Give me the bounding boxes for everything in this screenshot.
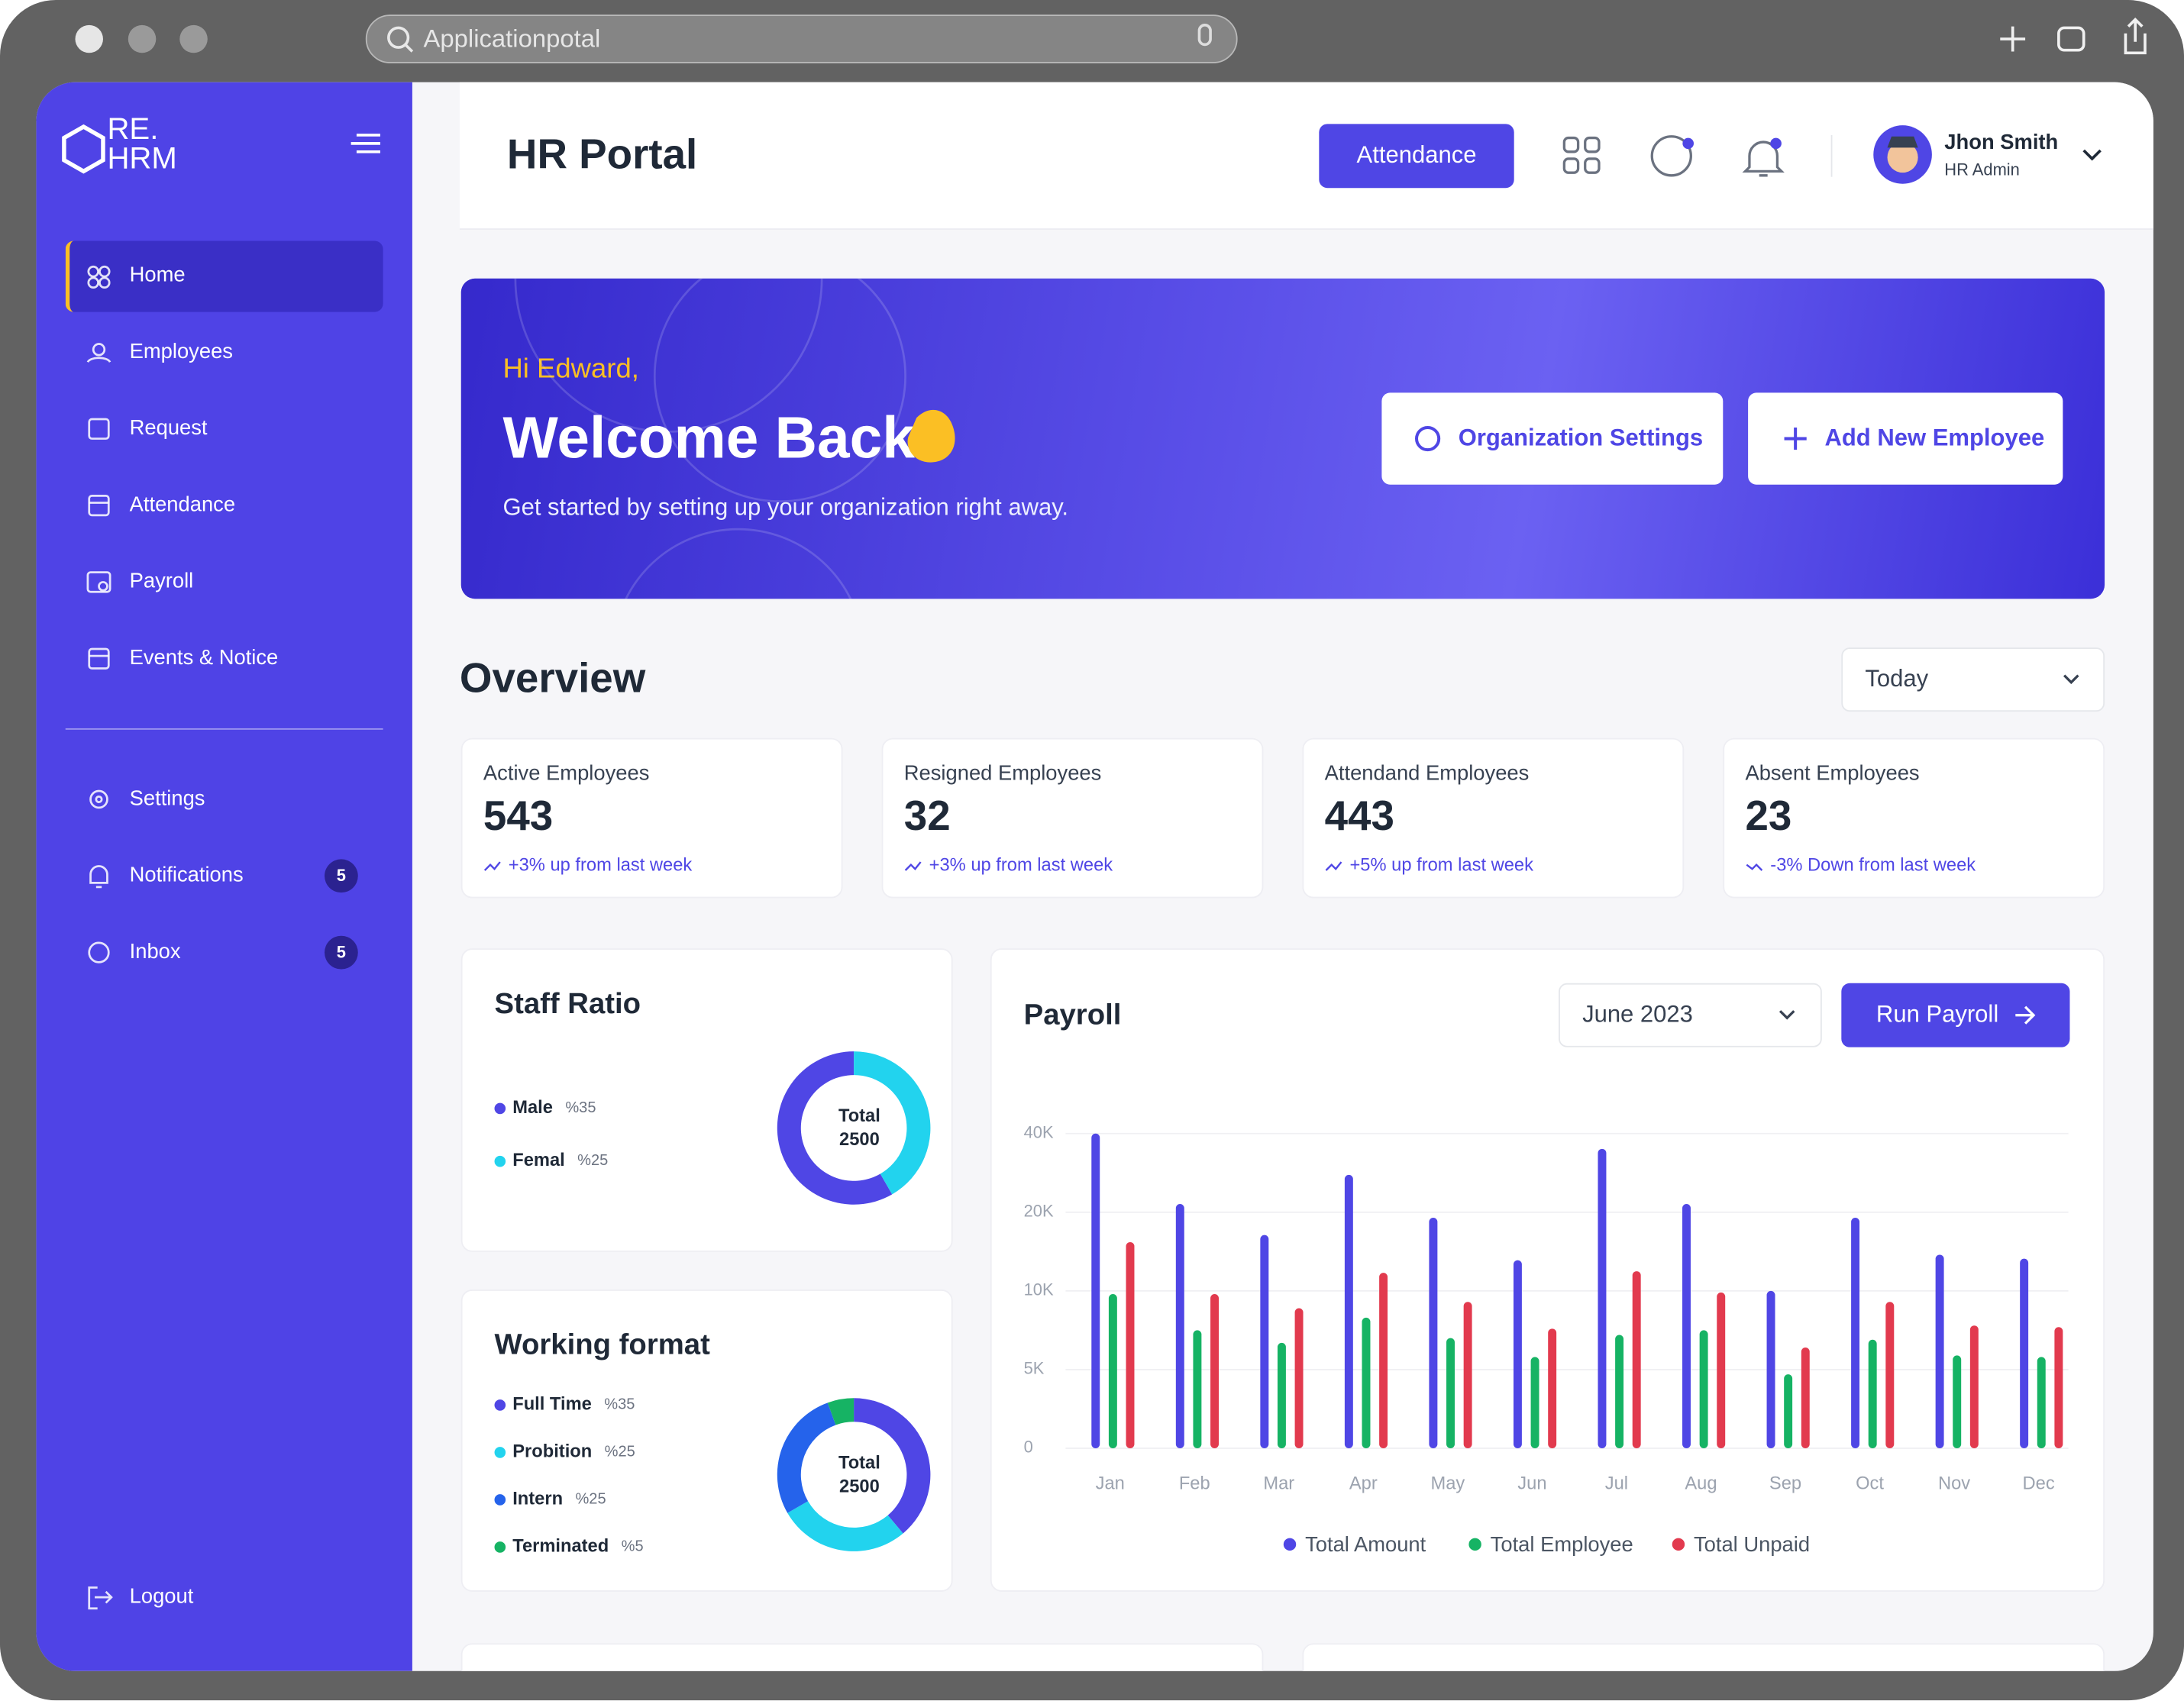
- tabs-icon[interactable]: [2057, 26, 2085, 52]
- welcome-title: Welcome Back: [502, 405, 915, 471]
- stat-card: [1723, 738, 2105, 899]
- button-label[interactable]: Add New Employee: [1824, 424, 2045, 451]
- stat-trend: +5% up from last week: [1349, 854, 1533, 875]
- logo-text: HRM: [107, 140, 177, 176]
- nav-label[interactable]: Employees: [129, 340, 233, 364]
- nav-active[interactable]: [65, 240, 383, 312]
- nav-label[interactable]: Payroll: [129, 570, 194, 594]
- stat-card: [460, 738, 843, 899]
- window-zoom[interactable]: [179, 24, 208, 53]
- button-label[interactable]: Attendance: [1356, 141, 1477, 169]
- badge: [324, 935, 358, 970]
- stat-label: Resigned Employees: [903, 761, 1102, 786]
- chart-title: Staff Ratio: [494, 987, 641, 1020]
- nav-item[interactable]: [66, 394, 383, 463]
- chart-title: Payroll: [1023, 999, 1122, 1031]
- nav-label[interactable]: Logout: [129, 1584, 194, 1609]
- stat-label: Attendand Employees: [1324, 761, 1530, 786]
- nav-label[interactable]: Inbox: [129, 940, 181, 964]
- stat-trend: +3% up from last week: [929, 854, 1113, 875]
- button-label[interactable]: Organization Settings: [1458, 424, 1704, 451]
- card: [1302, 1643, 2105, 1671]
- stat-trend: -3% Down from last week: [1770, 854, 1976, 875]
- window-minimize[interactable]: [128, 24, 157, 53]
- nav-item[interactable]: [66, 764, 383, 834]
- stat-trend: +3% up from last week: [508, 854, 693, 875]
- page-title: HR Portal: [506, 132, 698, 179]
- stat-value: 443: [1324, 793, 1394, 840]
- nav-label[interactable]: Home: [129, 263, 186, 287]
- badge: [324, 859, 358, 893]
- search-icon: [404, 44, 414, 53]
- stat-value: 23: [1745, 793, 1792, 840]
- stat-value: 32: [903, 793, 951, 840]
- nav-label[interactable]: Events & Notice: [129, 646, 279, 670]
- card: [460, 1643, 1264, 1671]
- address-bar[interactable]: [365, 15, 1238, 63]
- period-dropdown[interactable]: [1841, 647, 2105, 712]
- stat-card: [1302, 738, 1685, 899]
- share-icon[interactable]: [2124, 17, 2147, 55]
- nav-label[interactable]: Settings: [129, 786, 205, 811]
- header: [459, 82, 2153, 230]
- nav-label[interactable]: Notifications: [129, 863, 244, 887]
- browser-chrome: Applicationpotal: [75, 15, 2147, 63]
- stat-value: 543: [483, 793, 554, 840]
- search-icon: [387, 26, 410, 49]
- greeting: Hi Edward,: [502, 353, 639, 385]
- welcome-subtitle: Get started by setting up your organizat…: [502, 494, 1069, 521]
- nav-label[interactable]: Request: [129, 416, 208, 441]
- button-label[interactable]: Run Payroll: [1875, 1001, 1999, 1028]
- nav-label[interactable]: Attendance: [129, 492, 236, 517]
- stat-card: [881, 738, 1264, 899]
- badge-count: 5: [336, 866, 346, 886]
- sidebar-divider: [65, 728, 383, 730]
- logo-text: RE.: [107, 111, 159, 147]
- stat-label: Absent Employees: [1745, 761, 1920, 786]
- new-tab-icon[interactable]: [2000, 26, 2026, 52]
- address-text[interactable]: Applicationpotal: [423, 24, 600, 53]
- dropdown-label[interactable]: June 2023: [1582, 1001, 1693, 1028]
- mic-icon[interactable]: [1197, 24, 1212, 47]
- chart-title: Working format: [494, 1328, 710, 1361]
- window-close[interactable]: [75, 24, 103, 53]
- period-dropdown[interactable]: [1559, 983, 1822, 1047]
- section-title: Overview: [459, 656, 646, 702]
- user-name: Jhon Smith: [1944, 131, 2059, 155]
- stat-label: Active Employees: [483, 761, 650, 786]
- badge-count: 5: [336, 942, 346, 963]
- user-role: HR Admin: [1944, 160, 2020, 179]
- nav-item[interactable]: [66, 547, 383, 617]
- app-window: RE. HRM Home Employees Request Attendance Payr…: [36, 82, 2153, 1671]
- attendance-button[interactable]: [1319, 124, 1514, 189]
- dropdown-label[interactable]: Today: [1865, 665, 1929, 692]
